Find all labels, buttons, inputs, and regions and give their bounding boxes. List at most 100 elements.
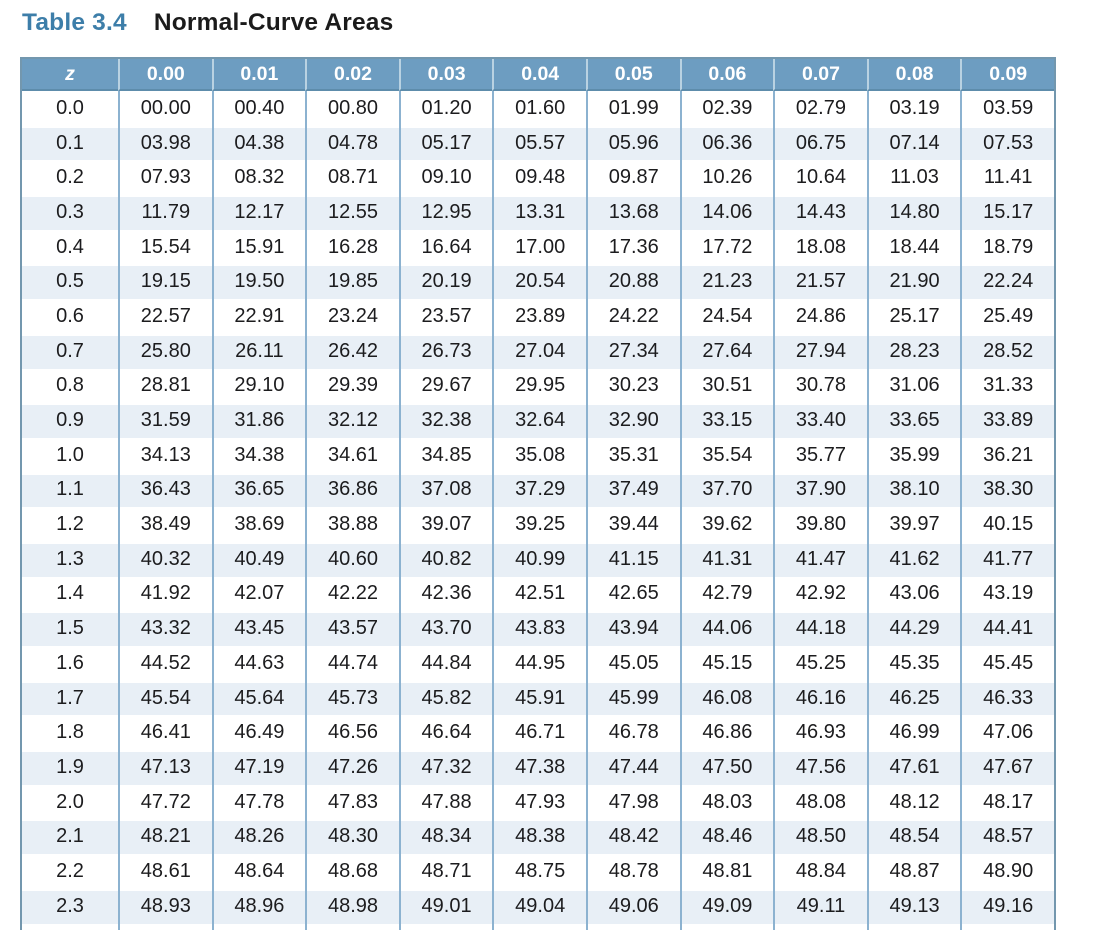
area-cell: 37.90 (773, 472, 867, 508)
area-cell: 45.25 (773, 646, 867, 681)
area-cell: 07.53 (960, 125, 1054, 161)
area-cell: 18.79 (960, 229, 1054, 265)
z-value: 1.2 (22, 507, 118, 542)
area-cell: 44.84 (398, 646, 493, 681)
area-cell: 48.46 (679, 819, 774, 855)
area-cell: 10.26 (679, 160, 774, 196)
table-row: 1.1 36.43 36.65 36.86 37.08 37.29 37.49 37.70 37… (22, 472, 1054, 508)
z-value: 0.2 (22, 160, 118, 196)
area-cell: 47.61 (866, 750, 961, 785)
area-cell: 11.41 (960, 160, 1054, 196)
area-cell: 48.26 (211, 819, 306, 855)
area-cell: 46.33 (960, 680, 1054, 716)
area-cell: 44.18 (773, 611, 867, 646)
area-cell: 02.39 (679, 91, 774, 126)
area-cell: 12.95 (398, 195, 493, 230)
area-cell: 38.69 (211, 507, 306, 542)
area-cell: 48.03 (679, 784, 774, 820)
area-cell: 39.25 (492, 507, 586, 542)
area-cell: 16.64 (398, 229, 493, 265)
area-cell: 42.65 (585, 576, 680, 612)
area-cell: 41.47 (773, 541, 867, 577)
z-value: 1.0 (22, 437, 118, 473)
area-cell: 28.23 (866, 333, 961, 369)
area-cell: 27.34 (585, 333, 680, 369)
area-cell: 29.95 (492, 368, 586, 404)
area-cell: 47.88 (398, 784, 493, 820)
area-cell: 23.57 (398, 299, 493, 334)
area-cell: 15.91 (211, 229, 306, 265)
area-cell: 45.15 (679, 646, 774, 681)
table-row: 0.8 28.81 29.10 29.39 29.67 29.95 30.23 30.51 30… (22, 368, 1054, 404)
area-cell: 33.65 (866, 403, 961, 438)
area-cell: 35.08 (492, 437, 586, 473)
area-cell: 00.80 (305, 91, 399, 126)
area-cell: 08.71 (305, 160, 399, 196)
area-cell: 45.91 (492, 680, 586, 716)
area-cell: 36.43 (118, 472, 212, 508)
area-cell: 34.61 (305, 437, 399, 473)
area-cell: 21.57 (773, 264, 867, 300)
area-cell: 44.95 (492, 646, 586, 681)
area-cell: 12.17 (211, 195, 306, 230)
table-row: 0.6 22.57 22.91 23.24 23.57 23.89 24.22 24.54 24… (22, 299, 1054, 334)
z-value: 1.5 (22, 611, 118, 646)
area-cell: 39.80 (773, 507, 867, 542)
area-cell: 14.80 (866, 195, 961, 230)
area-cell: 47.93 (492, 784, 586, 820)
area-cell: 46.25 (866, 680, 961, 716)
area-cell: 49.01 (398, 888, 493, 924)
table-number: Table 3.4 (22, 9, 127, 36)
cropped-cell (22, 923, 118, 930)
area-cell: 47.06 (960, 715, 1054, 751)
area-cell: 45.35 (866, 646, 961, 681)
area-cell: 20.19 (398, 264, 493, 300)
area-cell: 48.34 (398, 819, 493, 855)
area-cell: 14.43 (773, 195, 867, 230)
area-cell: 06.75 (773, 125, 867, 161)
area-cell: 39.07 (398, 507, 493, 542)
area-cell: 36.21 (960, 437, 1054, 473)
area-cell: 32.64 (492, 403, 586, 438)
cropped-cell (398, 923, 493, 930)
area-cell: 44.52 (118, 646, 212, 681)
area-cell: 28.81 (118, 368, 212, 404)
area-cell: 25.17 (866, 299, 961, 334)
z-value: 0.4 (22, 229, 118, 265)
area-cell: 44.29 (866, 611, 961, 646)
area-cell: 47.32 (398, 750, 493, 785)
area-cell: 05.57 (492, 125, 586, 161)
z-value: 0.3 (22, 195, 118, 230)
area-cell: 35.77 (773, 437, 867, 473)
area-cell: 22.91 (211, 299, 306, 334)
area-cell: 40.60 (305, 541, 399, 577)
area-cell: 45.45 (960, 646, 1054, 681)
area-cell: 38.49 (118, 507, 212, 542)
area-cell: 23.24 (305, 299, 399, 334)
area-cell: 19.15 (118, 264, 212, 300)
area-cell: 01.60 (492, 91, 586, 126)
area-cell: 43.83 (492, 611, 586, 646)
area-cell: 30.23 (585, 368, 680, 404)
area-cell: 03.19 (866, 91, 961, 126)
area-cell: 46.49 (211, 715, 306, 751)
cropped-cell (211, 923, 306, 930)
area-cell: 43.57 (305, 611, 399, 646)
area-cell: 43.19 (960, 576, 1054, 612)
area-cell: 13.31 (492, 195, 586, 230)
area-cell: 29.67 (398, 368, 493, 404)
area-cell: 41.31 (679, 541, 774, 577)
area-cell: 46.64 (398, 715, 493, 751)
area-cell: 41.62 (866, 541, 961, 577)
table-row: 1.3 40.32 40.49 40.60 40.82 40.99 41.15 41.31 41… (22, 541, 1054, 577)
area-cell: 44.63 (211, 646, 306, 681)
area-cell: 48.08 (773, 784, 867, 820)
area-cell: 41.92 (118, 576, 212, 612)
area-cell: 39.97 (866, 507, 961, 542)
area-cell: 47.50 (679, 750, 774, 785)
z-value: 1.3 (22, 541, 118, 577)
area-cell: 32.12 (305, 403, 399, 438)
area-cell: 37.49 (585, 472, 680, 508)
area-cell: 37.70 (679, 472, 774, 508)
area-cell: 22.24 (960, 264, 1054, 300)
